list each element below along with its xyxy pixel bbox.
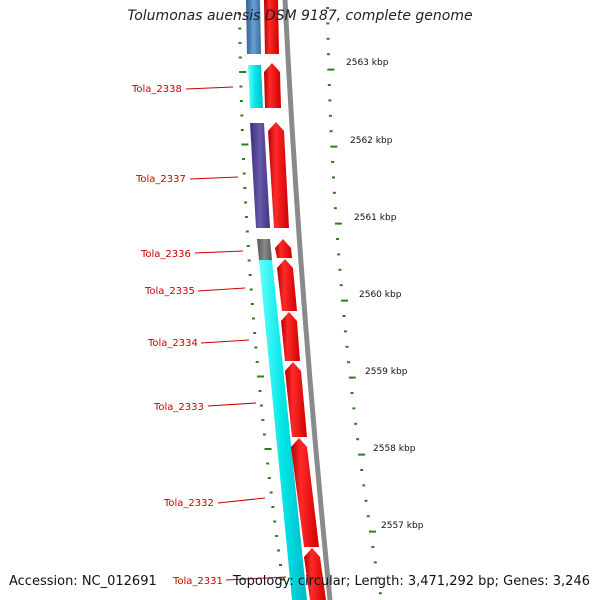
scale-label-2561: 2561 kbp <box>354 213 397 223</box>
topology-text: Topology: circular; Length: 3,471,292 bp… <box>232 574 590 589</box>
gene-arrow-tola-2334 <box>281 312 300 361</box>
cds-bar-tola-2336 <box>257 239 272 260</box>
leader-line-tola-2335 <box>197 287 246 292</box>
backbone-line <box>282 0 333 600</box>
scale-label-2560: 2560 kbp <box>359 290 402 300</box>
gene-label-tola-2332[interactable]: Tola_2332 <box>163 498 214 509</box>
leader-line-tola-2332 <box>217 497 266 504</box>
leader-line-tola-2331 <box>225 576 287 581</box>
scale-label-2557: 2557 kbp <box>381 521 424 531</box>
scale-label-2562: 2562 kbp <box>350 136 393 146</box>
leader-line-tola-2337 <box>189 176 239 180</box>
gene-arrow-tola-2335 <box>277 259 297 311</box>
cds-bar-tola-2335-2332 <box>259 260 307 600</box>
gene-label-tola-2333[interactable]: Tola_2333 <box>153 402 204 413</box>
gene-arrow-tola-2338 <box>264 63 281 108</box>
cds-bar-tola-2338 <box>248 65 263 108</box>
gene-label-tola-2334[interactable]: Tola_2334 <box>147 338 198 349</box>
gene-label-tola-2335[interactable]: Tola_2335 <box>144 286 195 297</box>
gene-label-tola-2337[interactable]: Tola_2337 <box>135 174 186 185</box>
scale-label-2558: 2558 kbp <box>373 444 416 454</box>
gene-arrow-tola-2332 <box>291 438 319 547</box>
gene-arrow-tola-2333 <box>285 362 307 437</box>
cds-bar-tola-2337 <box>250 123 270 228</box>
gene-arrow-top <box>264 0 279 54</box>
gene-label-tola-2336[interactable]: Tola_2336 <box>140 249 191 260</box>
gene-label-tola-2331[interactable]: Tola_2331 <box>172 576 223 587</box>
scale-label-2559: 2559 kbp <box>365 367 408 377</box>
leader-line-tola-2336 <box>194 250 244 254</box>
gene-arrow-tola-2336 <box>275 239 292 258</box>
accession-text: Accession: NC_012691 <box>9 574 157 589</box>
leader-line-tola-2338 <box>185 86 234 90</box>
scale-label-2563: 2563 kbp <box>346 58 389 68</box>
map-title: Tolumonas auensis DSM 9187, complete gen… <box>127 8 473 24</box>
leader-line-tola-2334 <box>200 339 250 344</box>
gene-arrow-tola-2337 <box>268 122 289 228</box>
gene-label-tola-2338[interactable]: Tola_2338 <box>131 84 182 95</box>
leader-line-tola-2333 <box>207 402 257 407</box>
gene-arrow-tola-2331 <box>304 548 326 600</box>
cds-bar-blue-top <box>246 0 261 54</box>
